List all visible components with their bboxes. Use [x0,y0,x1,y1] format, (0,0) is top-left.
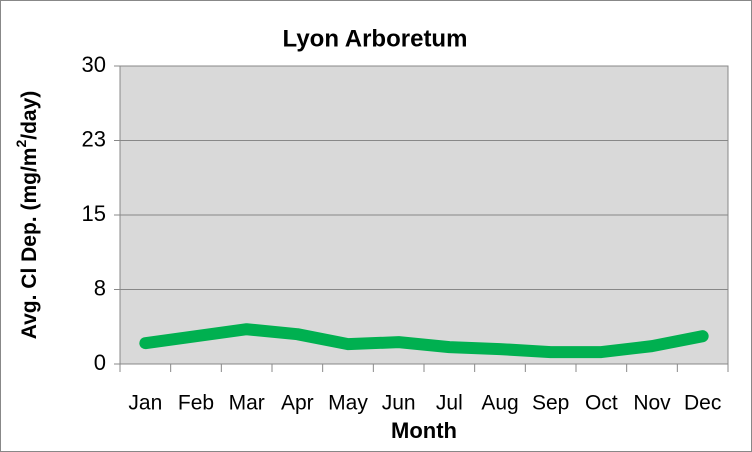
x-tick-label: Apr [281,392,314,415]
x-tick-label: May [328,392,368,415]
y-label-part: /day) [18,91,41,140]
x-tick-label: Jun [382,392,416,415]
x-tick-label: Oct [585,392,618,415]
x-tick-label: Feb [178,392,214,415]
chart-title: Lyon Arboretum [283,25,468,52]
x-tick-label: Sep [532,392,569,415]
y-label-part: Avg. Cl Dep. (mg/m [18,148,41,340]
y-tick-label: 8 [94,275,106,300]
data-line [139,323,709,359]
y-tick-label: 23 [82,126,106,151]
x-tick-label: Nov [633,392,671,415]
x-tick-label: Dec [684,392,721,415]
y-tick-label: 0 [94,350,106,375]
x-tick-label: Mar [229,392,265,415]
y-axis-label: Avg. Cl Dep. (mg/m2/day) [13,91,41,340]
y-label-sup: 2 [13,140,29,148]
x-tick-label: Jul [436,392,463,415]
x-axis-label: Month [391,418,457,443]
x-tick-label: Jan [128,392,162,415]
x-tick-label: Aug [481,392,518,415]
y-tick-label: 15 [82,201,106,226]
y-tick-label: 30 [82,52,106,77]
